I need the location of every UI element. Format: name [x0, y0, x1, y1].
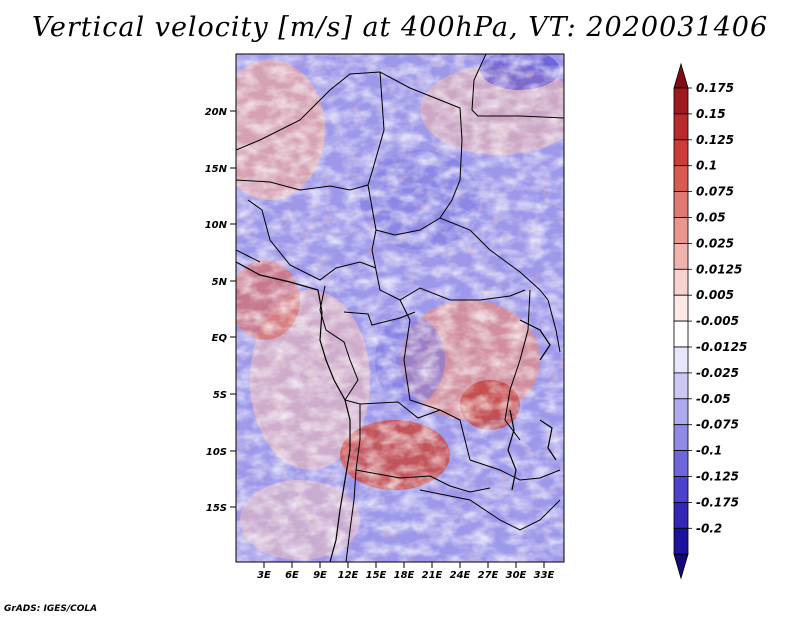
lon-tick: 6E [285, 562, 299, 581]
lon-tick: 18E [394, 562, 415, 581]
latitude-axis: 20N 15N 10N 5N EQ 5S 10S 15S [205, 107, 236, 514]
lat-tick: EQ [212, 333, 236, 344]
colorbar-segment [673, 165, 689, 192]
colorbar-segment [673, 268, 689, 296]
lon-label: 24E [450, 570, 471, 581]
lat-tick: 5S [213, 390, 236, 401]
longitude-axis: 3E 6E 9E 12E 15E 18E 21E 24E 27E 30E 33E [257, 562, 555, 581]
colorbar-label: 0.1 [696, 159, 717, 173]
colorbar-label: 0.0125 [696, 262, 742, 276]
colorbar-segment [673, 242, 689, 270]
colorbar-segment [673, 346, 689, 374]
colorbar-segment [673, 191, 689, 218]
lat-label: 5S [213, 390, 227, 401]
lon-tick: 9E [313, 562, 327, 581]
lon-label: 30E [506, 570, 527, 581]
colorbar-label: -0.2 [696, 521, 722, 535]
lat-tick: 15N [205, 164, 236, 175]
lon-tick: 21E [422, 562, 443, 581]
colorbar-label: -0.025 [696, 366, 739, 380]
colorbar-segment [673, 139, 689, 167]
lat-label: 10N [205, 220, 228, 231]
lat-label: 5N [212, 277, 228, 288]
colorbar-bottom-arrow [673, 553, 689, 580]
lon-label: 15E [366, 570, 387, 581]
lat-tick: 15S [206, 503, 236, 514]
colorbar-segment [673, 398, 689, 426]
colorbar-segment [673, 372, 689, 400]
lon-label: 12E [338, 570, 359, 581]
colorbar-label: 0.125 [696, 133, 734, 147]
colorbar-top-arrow [673, 62, 689, 89]
lon-label: 33E [534, 570, 555, 581]
lon-label: 3E [257, 570, 271, 581]
colorbar-label: -0.0125 [696, 340, 747, 354]
lon-label: 21E [422, 570, 443, 581]
colorbar-label: 0.075 [696, 185, 734, 199]
lon-tick: 15E [366, 562, 387, 581]
lon-label: 18E [394, 570, 415, 581]
colorbar-label: 0.175 [696, 81, 734, 95]
colorbar-segment [673, 320, 689, 348]
colorbar-segment [673, 217, 689, 244]
country-borders [236, 54, 564, 562]
coastline [236, 261, 557, 562]
lat-label: 10S [206, 447, 227, 458]
colorbar-segment [673, 87, 689, 115]
colorbar-segment [673, 527, 689, 555]
colorbar-label: 0.025 [696, 236, 734, 250]
lon-tick: 12E [338, 562, 359, 581]
lat-tick: 10N [205, 220, 236, 231]
colorbar-segment [673, 501, 689, 529]
colorbar-label: 0.005 [696, 288, 734, 302]
colorbar-segment [673, 294, 689, 322]
lon-label: 27E [478, 570, 499, 581]
map-frame [235, 53, 565, 563]
lat-tick: 5N [212, 277, 236, 288]
colorbar: 0.175 0.15 0.125 0.1 0.075 0.05 0.025 0.0125 0.0… [673, 62, 747, 580]
lon-tick: 27E [478, 562, 499, 581]
lon-tick: 33E [534, 562, 555, 581]
colorbar-label: -0.1 [696, 444, 722, 458]
colorbar-label: -0.075 [696, 418, 739, 432]
colorbar-segment [673, 476, 689, 503]
lat-tick: 10S [206, 447, 236, 458]
colorbar-label: 0.15 [696, 107, 726, 121]
colorbar-label: -0.125 [696, 470, 739, 484]
colorbar-label: 0.05 [696, 211, 726, 225]
chart-title: Vertical velocity [m/s] at 400hPa, VT: 2… [31, 12, 769, 43]
lat-label: 15N [205, 164, 228, 175]
velocity-field [236, 54, 564, 562]
lat-tick: 20N [205, 107, 236, 118]
lat-label: 20N [205, 107, 228, 118]
lon-tick: 3E [257, 562, 271, 581]
colorbar-segment [673, 113, 689, 141]
lat-label: EQ [212, 333, 228, 344]
lon-label: 9E [313, 570, 327, 581]
colorbar-label: -0.005 [696, 314, 739, 328]
lat-label: 15S [206, 503, 227, 514]
colorbar-segment [673, 450, 689, 477]
lon-tick: 24E [450, 562, 471, 581]
lon-label: 6E [285, 570, 299, 581]
colorbar-label: -0.05 [696, 392, 731, 406]
credit-text: GrADS: IGES/COLA [4, 604, 98, 614]
lon-tick: 30E [506, 562, 527, 581]
colorbar-label: -0.175 [696, 495, 739, 509]
colorbar-segment [673, 424, 689, 452]
